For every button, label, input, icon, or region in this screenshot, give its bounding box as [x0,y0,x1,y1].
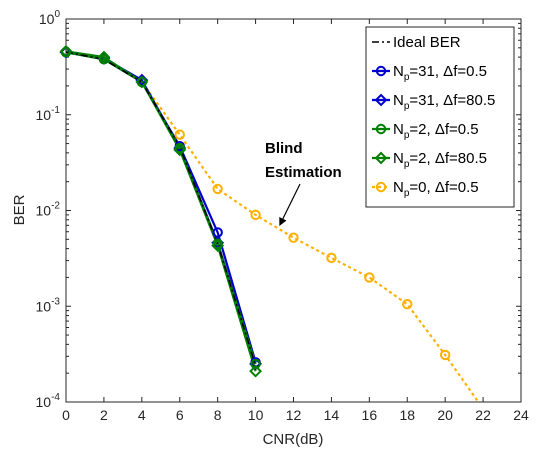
y-tick-label: 100 [39,9,61,27]
x-tick-label: 6 [176,407,184,423]
x-axis-title: CNR(dB) [263,431,324,448]
data-point-marker [174,129,185,140]
legend-label: Np=31, Δf=80.5 [393,92,495,112]
legend-marker [375,123,387,135]
x-tick-label: 10 [248,407,264,423]
markers-layer [59,44,451,378]
data-point-marker [250,358,261,370]
legend-label: Np=2, Δf=0.5 [393,121,479,141]
legend-marker [375,181,387,193]
data-point-marker [135,75,149,89]
legend: Ideal BER Np=31, Δf=0.5 Np=31, Δf=80.5 Np=2… [365,26,515,208]
x-tick-label: 14 [324,407,340,423]
annotation-line1: Blind [265,140,303,157]
x-tick-label: 8 [214,407,222,423]
data-point-marker [249,364,262,378]
y-tick-label: 10-1 [36,105,61,123]
x-tick-label: 12 [286,407,302,423]
data-point-marker [211,239,225,253]
data-point-marker [173,143,187,157]
data-point-marker [97,50,111,64]
data-point-marker [364,272,375,283]
data-point-marker [439,349,451,361]
x-tick-label: 20 [437,407,453,423]
x-tick-label: 0 [62,407,70,423]
legend-marker [375,65,387,77]
x-tick-label: 24 [513,407,529,423]
legend-label: Np=31, Δf=0.5 [393,63,487,83]
x-tick-label: 2 [100,407,108,423]
data-point-marker [250,209,261,221]
annotation-line2: Estimation [265,164,342,181]
x-tick-label: 4 [138,407,146,423]
y-tick-label: 10-4 [36,392,61,410]
x-tick-label: 22 [475,407,491,423]
legend-label: Ideal BER [393,34,461,51]
data-point-marker [59,44,73,58]
series-line [66,51,480,402]
legend-marker [374,151,388,165]
legend-label: Np=0, Δf=0.5 [393,179,479,199]
legend-label: Np=2, Δf=80.5 [393,150,487,170]
data-point-marker [212,183,223,195]
annotation-arrow [279,183,301,226]
data-point-marker [402,299,413,310]
data-point-marker [326,252,337,264]
x-tick-label: 18 [399,407,415,423]
y-tick-label: 10-2 [36,201,61,219]
y-axis-title: BER [11,194,28,225]
annotation: Blind Estimation [265,140,342,226]
x-tick-label: 16 [362,407,378,423]
legend-box [365,26,515,208]
data-point-marker [288,232,299,243]
y-tick-label: 10-3 [36,296,61,314]
legend-marker [374,93,388,107]
